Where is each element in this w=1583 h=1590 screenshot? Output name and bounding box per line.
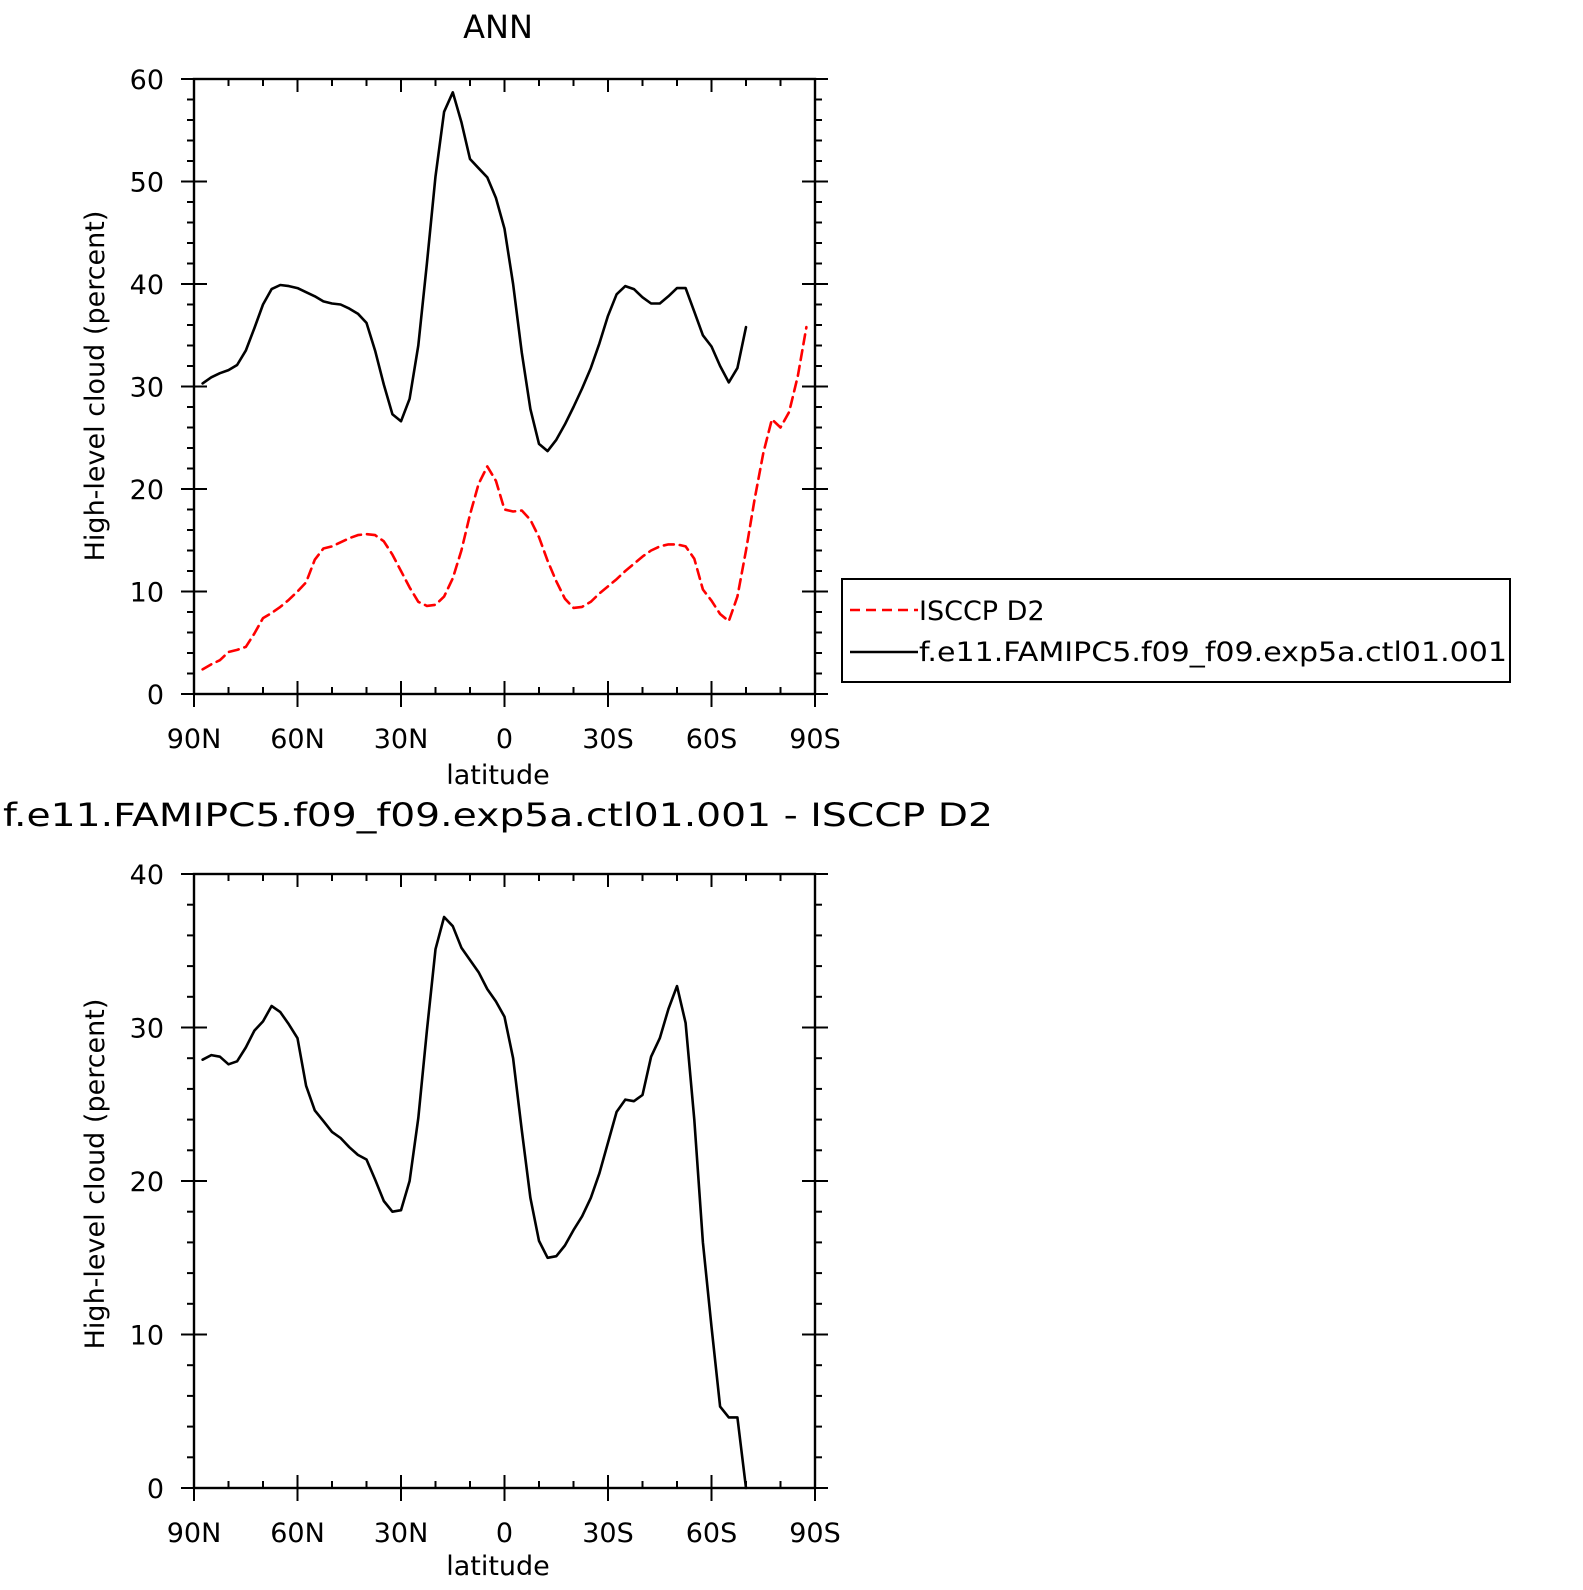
- legend-label-isccp: ISCCP D2: [919, 596, 1045, 627]
- x-tick-label: 90S: [789, 1518, 841, 1549]
- x-tick-label: 0: [496, 1518, 513, 1549]
- chart-annual-high-cloud: ANN 90N 60N 30N 0 30S 60S 90S 0 10 20 30 40 50 60 lat…: [80, 8, 841, 791]
- x-tick-label: 0: [496, 724, 513, 755]
- x-tick-label: 60N: [270, 1518, 325, 1549]
- y-tick-label: 0: [147, 1474, 164, 1505]
- chart-title: f.e11.FAMIPC5.f09_f09.exp5a.ctl01.001 - …: [3, 796, 993, 834]
- series-line-model: [201, 91, 748, 453]
- y-tick-label: 60: [130, 65, 164, 96]
- series-line-isccp: [201, 325, 808, 671]
- series-layer: [201, 915, 748, 1490]
- series-line-model: [201, 915, 748, 1490]
- x-tick-label: 90S: [789, 724, 841, 755]
- x-tick-label: 90N: [167, 724, 222, 755]
- x-tick-label: 30N: [374, 1518, 429, 1549]
- y-tick-label: 50: [130, 168, 164, 199]
- y-tick-label: 30: [130, 1014, 164, 1045]
- y-axis-label: High-level cloud (percent): [80, 211, 111, 562]
- series-layer: [201, 91, 808, 671]
- legend-label-model: f.e11.FAMIPC5.f09_f09.exp5a.ctl01.001: [919, 637, 1507, 668]
- axis-ticks: [181, 78, 828, 707]
- axis-ticks: [181, 873, 828, 1501]
- y-tick-label: 10: [130, 578, 164, 609]
- x-tick-label: 60S: [686, 1518, 738, 1549]
- y-tick-label: 20: [130, 1167, 164, 1198]
- y-tick-label: 30: [130, 373, 164, 404]
- x-tick-label: 30S: [582, 724, 634, 755]
- tick-labels: 90N 60N 30N 0 30S 60S 90S 0 10 20 30 40 50 60: [130, 65, 841, 755]
- x-axis-label: latitude: [446, 1551, 550, 1582]
- y-tick-label: 0: [147, 680, 164, 711]
- y-axis-label: High-level cloud (percent): [80, 999, 111, 1350]
- x-tick-label: 30N: [374, 724, 429, 755]
- x-axis-label: latitude: [446, 760, 550, 791]
- legend-box: [841, 578, 1511, 683]
- chart-difference-high-cloud: f.e11.FAMIPC5.f09_f09.exp5a.ctl01.001 - …: [3, 796, 993, 1582]
- y-tick-label: 10: [130, 1321, 164, 1352]
- y-tick-label: 20: [130, 475, 164, 506]
- y-tick-label: 40: [130, 860, 164, 891]
- y-tick-label: 40: [130, 270, 164, 301]
- x-tick-label: 90N: [167, 1518, 222, 1549]
- chart-title: ANN: [463, 8, 533, 46]
- tick-labels: 90N 60N 30N 0 30S 60S 90S 0 10 20 30 40: [130, 860, 841, 1549]
- x-tick-label: 60N: [270, 724, 325, 755]
- legend: ISCCP D2 f.e11.FAMIPC5.f09_f09.exp5a.ctl…: [841, 578, 1511, 683]
- x-tick-label: 60S: [686, 724, 738, 755]
- x-tick-label: 30S: [582, 1518, 634, 1549]
